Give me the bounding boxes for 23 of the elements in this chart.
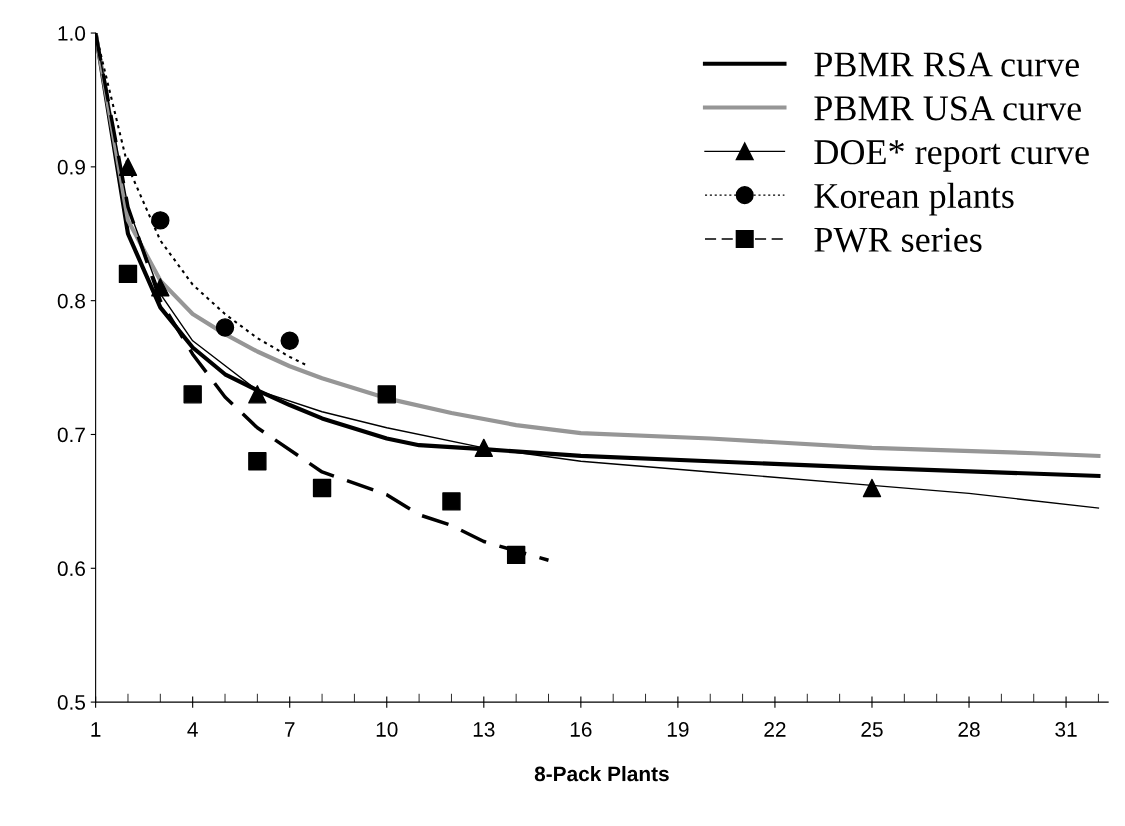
x-tick-label: 25 — [861, 722, 883, 737]
legend-label: PBMR RSA curve — [814, 52, 1079, 77]
legend-label: PWR series — [814, 227, 982, 253]
y-tick-label: 0.9 — [57, 159, 85, 175]
x-tick-label: 16 — [570, 722, 592, 737]
legend-label: DOE* report curve — [814, 140, 1089, 172]
x-tick-label: 31 — [1055, 722, 1077, 737]
legend-label: Korean plants — [814, 182, 1014, 216]
x-tick-label: 28 — [958, 722, 980, 737]
x-tick-label: 10 — [376, 722, 398, 737]
x-tick-label: 22 — [764, 722, 786, 737]
y-tick-label: 0.7 — [57, 427, 85, 443]
legend-label: PBMR USA curve — [814, 96, 1081, 121]
y-tick-label: 0.8 — [57, 293, 85, 309]
y-tick-label: 0.6 — [57, 561, 85, 577]
x-axis-title: 8-Pack Plants — [534, 765, 669, 782]
x-tick-label: 4 — [187, 722, 198, 737]
y-tick-label: 1.0 — [58, 26, 86, 41]
x-tick-label: 7 — [284, 722, 295, 737]
y-tick-label: 0.5 — [57, 695, 86, 710]
x-tick-label: 13 — [473, 722, 495, 737]
x-tick-label: 1 — [91, 722, 101, 737]
x-tick-label: 19 — [667, 722, 689, 737]
